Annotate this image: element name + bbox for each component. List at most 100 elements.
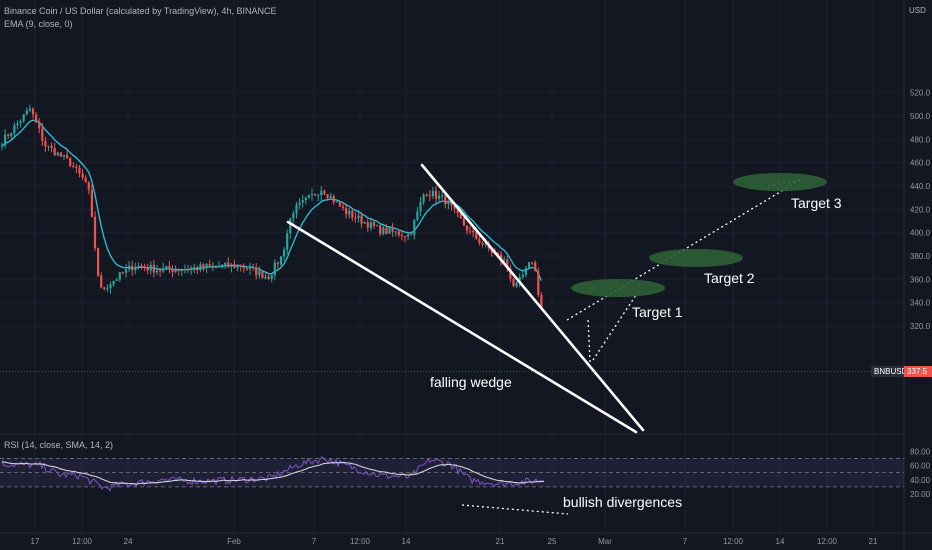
candle-body (4, 134, 7, 146)
rsi-tick-label: 40.00 (910, 476, 931, 485)
candle-body (292, 213, 295, 219)
candle-body (22, 114, 25, 122)
candle-body (279, 256, 283, 265)
candle-body (199, 264, 202, 270)
time-tick-label: 17 (31, 537, 40, 546)
candle-body (97, 248, 100, 276)
candle-body (444, 195, 447, 205)
candle-body (255, 267, 258, 276)
rsi-line (1, 456, 545, 492)
chart-title: Binance Coin / US Dollar (calculated by … (4, 6, 277, 16)
candle-body (410, 234, 413, 236)
candle-body (481, 243, 484, 245)
drawings (0, 163, 904, 515)
candle-body (35, 114, 38, 123)
candle-body (93, 216, 97, 249)
candle-body (19, 121, 22, 124)
candle-body (62, 154, 66, 157)
candle-body (521, 274, 524, 278)
candle-body (425, 194, 428, 196)
price-tick-label: 520.0 (910, 89, 931, 98)
candle-body (196, 267, 199, 270)
candle-body (258, 270, 261, 276)
candle-body (357, 215, 360, 219)
candle-body (264, 276, 267, 279)
candle-body (159, 270, 162, 272)
candle-body (50, 145, 53, 149)
rsi-tick-label: 80.00 (910, 447, 931, 456)
candle-body (56, 152, 59, 156)
candle-body (283, 249, 286, 257)
candle-body (165, 266, 168, 269)
candle-body (230, 264, 233, 267)
candle-body (527, 262, 531, 269)
candle-body (186, 269, 190, 271)
candle-body (128, 265, 131, 270)
candle-body (363, 222, 366, 224)
time-tick-label: 14 (402, 537, 411, 546)
candle-body (394, 231, 397, 233)
time-tick-label: Feb (227, 537, 241, 546)
candle-body (221, 264, 224, 267)
price-tick-label: 440.0 (910, 182, 931, 191)
candle-body (295, 204, 298, 214)
candle-body (286, 233, 289, 250)
price-tick-label: 320.0 (910, 322, 931, 331)
candle-body (211, 265, 214, 267)
candle-body (59, 152, 62, 157)
candle-body (317, 195, 320, 197)
candle-body (276, 262, 279, 265)
candle-body (270, 274, 273, 279)
candle-body (38, 122, 41, 129)
candle-body (53, 148, 56, 156)
candle-body (540, 294, 543, 310)
candle-body (177, 269, 180, 271)
time-tick-label: 21 (869, 537, 878, 546)
candle-body (78, 167, 81, 174)
candle-body (438, 195, 441, 199)
candle-body (217, 266, 221, 268)
candle-body (407, 234, 410, 237)
time-tick-label: 12:00 (72, 537, 93, 546)
price-tick-label: 360.0 (910, 275, 931, 284)
candle-body (434, 190, 438, 199)
rsi-legend: RSI (14, close, SMA, 14, 2) (4, 440, 114, 450)
candle-body (419, 202, 422, 212)
candle-body (385, 227, 388, 234)
time-tick-label: 12:00 (350, 537, 371, 546)
candle-body (503, 259, 506, 261)
candle-body (289, 218, 292, 234)
candle-body (10, 133, 13, 137)
candle-body (310, 193, 314, 196)
currency-label: USD (909, 6, 926, 15)
target-1-zone (571, 279, 665, 297)
candle-body (152, 264, 155, 273)
price-tick-label: 420.0 (910, 205, 931, 214)
candle-body (273, 262, 276, 275)
candle-body (118, 272, 121, 280)
candle-body (162, 268, 165, 272)
candle-body (475, 232, 478, 239)
candle-body (47, 145, 50, 147)
candle-body (183, 269, 186, 271)
candle-body (441, 195, 444, 197)
candle-body (190, 267, 193, 270)
candle-body (72, 165, 75, 167)
candle-body (13, 125, 16, 134)
ema-line (1, 119, 542, 281)
candle-body (69, 158, 72, 166)
candle-body (531, 262, 534, 264)
time-tick-label: Mar (598, 537, 612, 546)
time-tick-label: 21 (496, 537, 505, 546)
candle-body (248, 267, 252, 270)
candle-body (431, 190, 434, 197)
candle-body (75, 166, 78, 168)
target-3-zone (733, 173, 827, 191)
price-tick-label: 340.0 (910, 299, 931, 308)
candle-body (338, 201, 341, 207)
candle-body (298, 202, 301, 205)
candle-body (137, 265, 140, 268)
ema-legend: EMA (9, close, 0) (4, 19, 73, 29)
candle-body (87, 182, 90, 190)
